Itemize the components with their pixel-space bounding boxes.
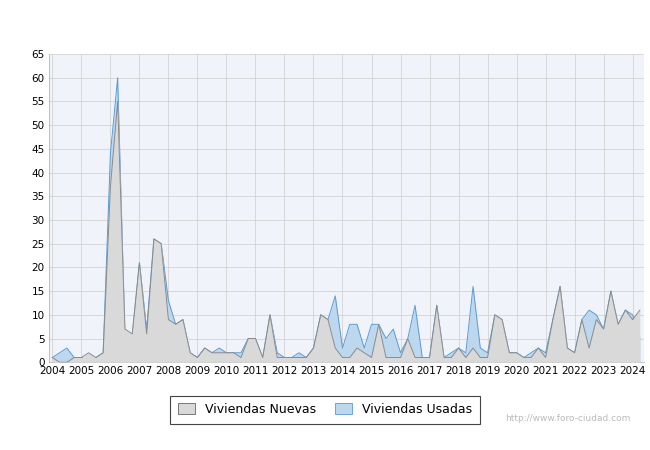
Text: http://www.foro-ciudad.com: http://www.foro-ciudad.com xyxy=(505,414,630,423)
Text: Fondón - Evolucion del Nº de Transacciones Inmobiliarias: Fondón - Evolucion del Nº de Transaccion… xyxy=(89,17,561,32)
Legend: Viviendas Nuevas, Viviendas Usadas: Viviendas Nuevas, Viviendas Usadas xyxy=(170,396,480,423)
